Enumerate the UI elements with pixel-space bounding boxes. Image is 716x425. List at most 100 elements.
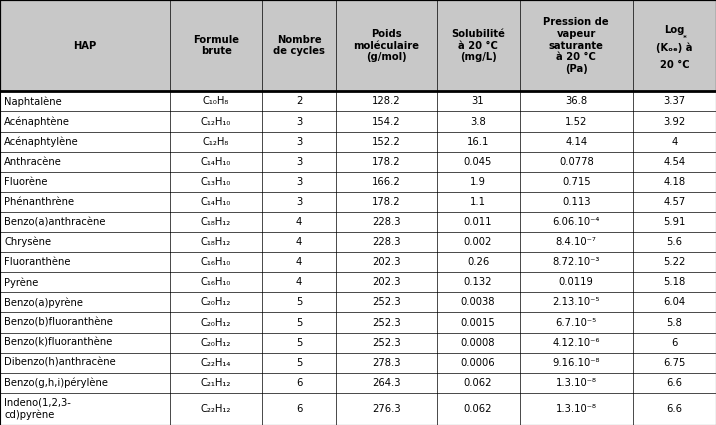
Bar bbox=[0, 332, 716, 353]
Text: 3: 3 bbox=[296, 157, 302, 167]
Text: C₁₄H₁₀: C₁₄H₁₀ bbox=[201, 197, 231, 207]
Text: 202.3: 202.3 bbox=[372, 277, 401, 287]
Text: 0.26: 0.26 bbox=[467, 257, 489, 267]
Text: 3.8: 3.8 bbox=[470, 116, 486, 127]
Text: 3: 3 bbox=[296, 116, 302, 127]
Text: 5: 5 bbox=[296, 337, 302, 348]
Text: 0.0038: 0.0038 bbox=[461, 298, 495, 307]
Text: 0.0119: 0.0119 bbox=[559, 277, 594, 287]
Text: 4.54: 4.54 bbox=[664, 157, 686, 167]
Bar bbox=[0, 132, 716, 152]
Text: 0.062: 0.062 bbox=[464, 404, 493, 414]
Text: C₂₀H₁₂: C₂₀H₁₂ bbox=[201, 337, 231, 348]
Text: (Kₒₑ) à: (Kₒₑ) à bbox=[657, 42, 693, 53]
Text: 228.3: 228.3 bbox=[372, 237, 401, 247]
Bar bbox=[0, 152, 716, 172]
Text: 0.002: 0.002 bbox=[464, 237, 492, 247]
Text: 1.9: 1.9 bbox=[470, 177, 486, 187]
Text: C₁₈H₁₂: C₁₈H₁₂ bbox=[201, 237, 231, 247]
Text: 16.1: 16.1 bbox=[467, 136, 489, 147]
Text: 5.18: 5.18 bbox=[664, 277, 686, 287]
Text: Pyrène: Pyrène bbox=[4, 277, 39, 288]
Text: C₁₆H₁₀: C₁₆H₁₀ bbox=[201, 257, 231, 267]
Text: 0.011: 0.011 bbox=[464, 217, 493, 227]
Text: 178.2: 178.2 bbox=[372, 157, 401, 167]
Text: 4.18: 4.18 bbox=[664, 177, 686, 187]
Text: Log: Log bbox=[664, 25, 684, 34]
Text: 0.045: 0.045 bbox=[464, 157, 492, 167]
Text: 3: 3 bbox=[296, 177, 302, 187]
Text: C₂₁H₁₂: C₂₁H₁₂ bbox=[201, 378, 231, 388]
Text: C₁₀H₈: C₁₀H₈ bbox=[203, 96, 229, 106]
Text: 5.8: 5.8 bbox=[667, 317, 682, 328]
Bar bbox=[0, 353, 716, 373]
Text: 4.12.10⁻⁶: 4.12.10⁻⁶ bbox=[553, 337, 600, 348]
Text: 166.2: 166.2 bbox=[372, 177, 401, 187]
Text: Acénaphtylène: Acénaphtylène bbox=[4, 136, 79, 147]
Text: 1.3.10⁻⁸: 1.3.10⁻⁸ bbox=[556, 404, 597, 414]
Text: 154.2: 154.2 bbox=[372, 116, 401, 127]
Text: 4: 4 bbox=[296, 257, 302, 267]
Text: 6: 6 bbox=[296, 404, 302, 414]
Text: Naphtalène: Naphtalène bbox=[4, 96, 62, 107]
Text: C₂₂H₁₂: C₂₂H₁₂ bbox=[201, 404, 231, 414]
Text: 276.3: 276.3 bbox=[372, 404, 401, 414]
Text: 4: 4 bbox=[296, 277, 302, 287]
Text: *: * bbox=[682, 35, 687, 41]
Text: 278.3: 278.3 bbox=[372, 358, 401, 368]
Text: Nombre
de cycles: Nombre de cycles bbox=[273, 35, 325, 57]
Text: C₁₈H₁₂: C₁₈H₁₂ bbox=[201, 217, 231, 227]
Bar bbox=[0, 373, 716, 393]
Text: 0.062: 0.062 bbox=[464, 378, 493, 388]
Text: 5.91: 5.91 bbox=[663, 217, 686, 227]
Text: Phénanthrène: Phénanthrène bbox=[4, 197, 74, 207]
Bar bbox=[0, 252, 716, 272]
Text: 3.37: 3.37 bbox=[664, 96, 686, 106]
Text: Benzo(g,h,i)pérylène: Benzo(g,h,i)pérylène bbox=[4, 377, 108, 388]
Text: 4: 4 bbox=[672, 136, 677, 147]
Text: Fluorène: Fluorène bbox=[4, 177, 48, 187]
Text: 3: 3 bbox=[296, 136, 302, 147]
Text: 0.132: 0.132 bbox=[464, 277, 493, 287]
Text: 252.3: 252.3 bbox=[372, 337, 401, 348]
Text: 6.04: 6.04 bbox=[664, 298, 686, 307]
Bar bbox=[0, 0, 716, 91]
Text: 5.6: 5.6 bbox=[667, 237, 682, 247]
Bar bbox=[0, 212, 716, 232]
Bar bbox=[0, 172, 716, 192]
Text: 36.8: 36.8 bbox=[565, 96, 587, 106]
Bar bbox=[0, 272, 716, 292]
Text: 0.0008: 0.0008 bbox=[461, 337, 495, 348]
Text: Benzo(a)anthracène: Benzo(a)anthracène bbox=[4, 217, 106, 227]
Text: 152.2: 152.2 bbox=[372, 136, 401, 147]
Bar bbox=[0, 393, 716, 425]
Text: 0.113: 0.113 bbox=[562, 197, 591, 207]
Text: Fluoranthène: Fluoranthène bbox=[4, 257, 71, 267]
Text: 8.72.10⁻³: 8.72.10⁻³ bbox=[553, 257, 600, 267]
Text: C₁₃H₁₀: C₁₃H₁₀ bbox=[201, 177, 231, 187]
Text: C₂₂H₁₄: C₂₂H₁₄ bbox=[201, 358, 231, 368]
Text: 0.715: 0.715 bbox=[562, 177, 591, 187]
Text: 1.52: 1.52 bbox=[565, 116, 588, 127]
Bar bbox=[0, 312, 716, 332]
Text: Chrysène: Chrysène bbox=[4, 237, 52, 247]
Text: 4.57: 4.57 bbox=[664, 197, 686, 207]
Text: 6.75: 6.75 bbox=[663, 358, 686, 368]
Text: 228.3: 228.3 bbox=[372, 217, 401, 227]
Text: Benzo(b)fluoranthène: Benzo(b)fluoranthène bbox=[4, 317, 113, 328]
Text: 2: 2 bbox=[296, 96, 302, 106]
Text: 202.3: 202.3 bbox=[372, 257, 401, 267]
Text: 8.4.10⁻⁷: 8.4.10⁻⁷ bbox=[556, 237, 596, 247]
Text: 5: 5 bbox=[296, 298, 302, 307]
Text: HAP: HAP bbox=[74, 41, 97, 51]
Text: 5.22: 5.22 bbox=[663, 257, 686, 267]
Text: 4.14: 4.14 bbox=[565, 136, 587, 147]
Text: C₁₂H₁₀: C₁₂H₁₀ bbox=[201, 116, 231, 127]
Text: C₁₆H₁₀: C₁₆H₁₀ bbox=[201, 277, 231, 287]
Bar bbox=[0, 111, 716, 132]
Text: C₂₀H₁₂: C₂₀H₁₂ bbox=[201, 317, 231, 328]
Text: C₁₄H₁₀: C₁₄H₁₀ bbox=[201, 157, 231, 167]
Text: 0.0015: 0.0015 bbox=[460, 317, 495, 328]
Bar bbox=[0, 91, 716, 111]
Text: 264.3: 264.3 bbox=[372, 378, 401, 388]
